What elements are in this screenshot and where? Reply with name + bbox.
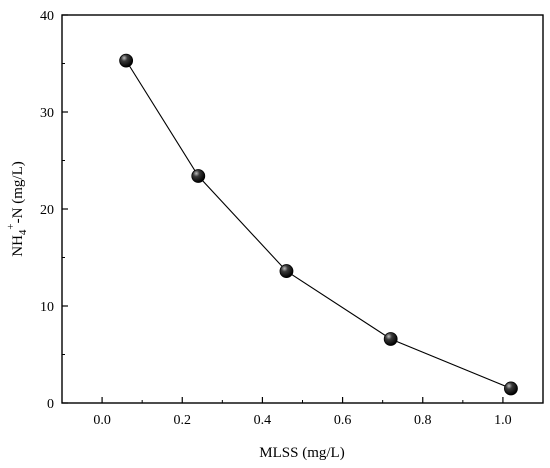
x-axis-label: MLSS (mg/L) bbox=[259, 445, 344, 461]
y-axis-label-subscript: 4 bbox=[17, 229, 29, 235]
x-tick-label: 0.4 bbox=[254, 413, 272, 428]
y-tick-label: 30 bbox=[40, 106, 54, 121]
x-tick-label: 1.0 bbox=[494, 413, 512, 428]
x-tick-label: 0.8 bbox=[414, 413, 432, 428]
axes: 0.0 0.2 0.4 0.6 0.8 1.0 0 10 20 30 40 bbox=[40, 9, 544, 428]
y-tick-label: 20 bbox=[40, 203, 54, 218]
x-tick-label: 0.2 bbox=[174, 413, 192, 428]
y-axis-label-rest: -N (mg/L) bbox=[10, 161, 26, 223]
y-tick-label: 10 bbox=[40, 300, 54, 315]
data-point bbox=[119, 53, 134, 68]
x-tick-label: 0.6 bbox=[334, 413, 352, 428]
y-tick-label: 0 bbox=[47, 397, 54, 412]
y-axis-label-superscript: + bbox=[5, 223, 17, 229]
data-point bbox=[191, 169, 206, 183]
x-tick-label: 0.0 bbox=[93, 413, 111, 428]
data-point bbox=[383, 332, 398, 346]
data-points bbox=[119, 53, 518, 396]
y-axis-label: NH4+-N (mg/L) bbox=[5, 161, 29, 256]
y-axis-label-base: NH bbox=[10, 235, 26, 257]
data-point bbox=[279, 264, 294, 278]
data-point bbox=[504, 381, 518, 396]
series-line bbox=[125, 60, 512, 389]
y-tick-label: 40 bbox=[40, 9, 54, 24]
